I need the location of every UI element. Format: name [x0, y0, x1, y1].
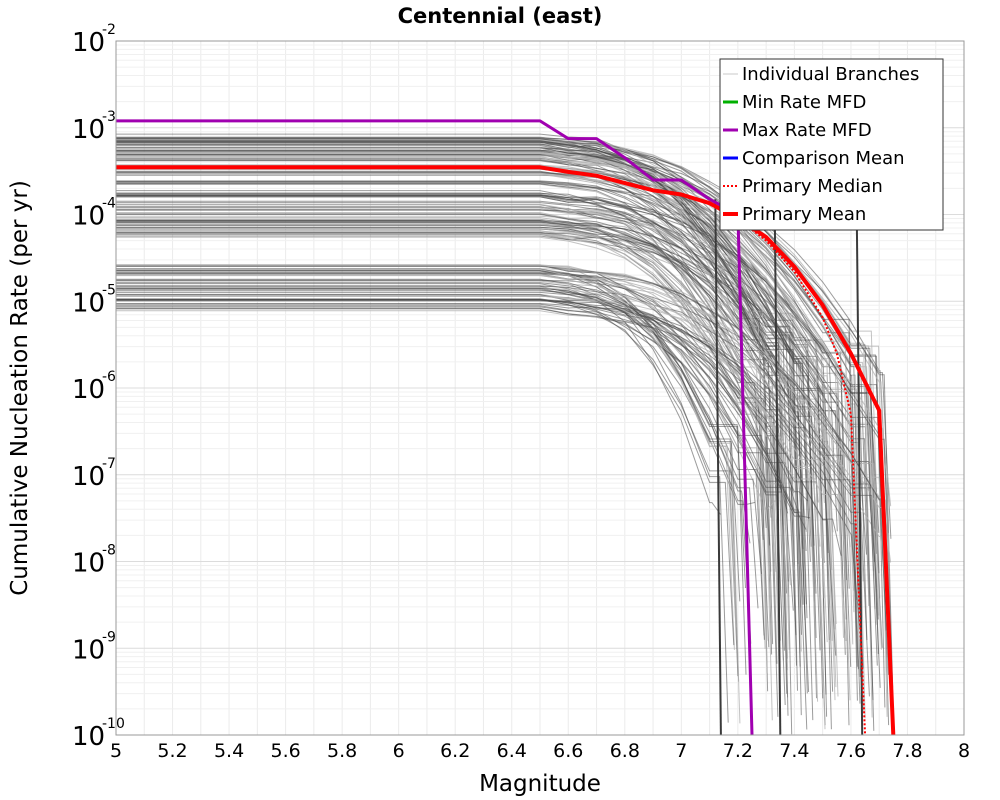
branch-line: [116, 149, 861, 678]
branch-cutoff-line: [714, 199, 722, 736]
y-tick-label-exponent: -6: [102, 369, 116, 385]
branch-line: [116, 203, 780, 623]
branch-line: [116, 173, 781, 501]
branch-line: [116, 265, 878, 666]
branch-line: [116, 164, 846, 517]
x-tick-label: 7.8: [892, 740, 922, 762]
branch-line: [116, 224, 821, 651]
x-tick-label: 6.2: [440, 740, 470, 762]
series-primary-mean: [116, 165, 896, 736]
branch-line: [116, 306, 861, 628]
y-tick-label-exponent: -3: [102, 109, 116, 125]
branch-line: [116, 307, 842, 556]
x-tick-label: 5.8: [327, 740, 357, 762]
branch-line: [116, 294, 810, 693]
branch-line: [116, 264, 851, 701]
legend: Individual Branches Min Rate MFD Max Rate …: [719, 58, 944, 231]
y-axis-label: Cumulative Nucleation Rate (per yr): [7, 180, 33, 596]
branch-line: [116, 280, 828, 643]
x-tick-label: 6.8: [610, 740, 640, 762]
y-tick-label-base: 10: [72, 115, 105, 145]
legend-label: Min Rate MFD: [742, 92, 866, 113]
branch-line: [116, 183, 773, 655]
y-tick-label-base: 10: [72, 28, 105, 58]
x-tick-label: 6.6: [553, 740, 583, 762]
x-tick-label: 8: [958, 740, 970, 762]
branch-line: [116, 287, 893, 708]
legend-box: [719, 58, 944, 231]
branch-line: [116, 138, 858, 667]
y-tick-label-base: 10: [72, 202, 105, 232]
x-tick-label: 6: [393, 740, 405, 762]
y-tick-label-base: 10: [72, 549, 105, 579]
legend-label: Individual Branches: [742, 64, 919, 85]
legend-label: Primary Median: [742, 176, 883, 197]
branch-line: [116, 206, 892, 507]
branch-line: [116, 165, 876, 610]
branch-line: [116, 265, 880, 616]
branch-line: [116, 207, 858, 600]
x-tick-labels: 5 5.2 5.4 5.6 5.8 6 6.2 6.4 6.6 6.8 7 7.2 7.4 7.6 7.8 8: [110, 740, 970, 762]
x-tick-label: 7.2: [723, 740, 753, 762]
legend-label: Comparison Mean: [742, 148, 905, 169]
individual-branches: [116, 133, 894, 736]
branch-line: [116, 140, 788, 694]
branch-line: [116, 303, 881, 688]
y-tick-label-exponent: -9: [102, 629, 116, 645]
y-tick-label-exponent: -4: [102, 196, 116, 212]
legend-label: Primary Mean: [742, 204, 866, 225]
x-tick-label: 5.2: [157, 740, 187, 762]
branch-line: [116, 233, 789, 698]
branch-cutoff-line: [855, 199, 864, 736]
legend-label: Max Rate MFD: [742, 120, 872, 141]
y-tick-label-base: 10: [72, 288, 105, 318]
x-tick-label: 7.4: [779, 740, 809, 762]
y-tick-label-exponent: -10: [102, 716, 125, 732]
branch-line: [116, 233, 861, 704]
branch-line: [116, 303, 811, 519]
y-tick-label-base: 10: [72, 375, 105, 405]
branch-line: [116, 157, 798, 691]
branch-cutoff-line: [773, 199, 782, 736]
plot-frame: [115, 40, 965, 736]
branch-line: [116, 273, 821, 547]
branch-line: [116, 219, 782, 722]
branch-line: [116, 220, 894, 694]
branch-line: [116, 290, 786, 706]
y-tick-label-exponent: -2: [102, 22, 116, 38]
branch-line: [116, 180, 802, 635]
x-tick-label: 5.4: [214, 740, 244, 762]
branch-line: [116, 270, 889, 675]
chart-title: Centennial (east): [398, 4, 603, 28]
x-tick-label: 5.6: [270, 740, 300, 762]
branch-line: [116, 152, 789, 671]
y-tick-label-exponent: -8: [102, 543, 116, 559]
x-tick-label: 7.6: [836, 740, 866, 762]
x-tick-label: 5: [110, 740, 122, 762]
branch-line: [116, 144, 863, 705]
y-tick-label-exponent: -5: [102, 282, 116, 298]
y-tick-label-base: 10: [72, 722, 105, 752]
y-tick-label-base: 10: [72, 462, 105, 492]
x-tick-label: 6.4: [497, 740, 527, 762]
x-tick-label: 7: [675, 740, 687, 762]
y-tick-label-base: 10: [72, 635, 105, 665]
branch-line: [116, 147, 809, 519]
branch-line: [116, 305, 794, 611]
y-tick-label-exponent: -7: [102, 456, 116, 472]
x-axis-label: Magnitude: [479, 771, 601, 797]
